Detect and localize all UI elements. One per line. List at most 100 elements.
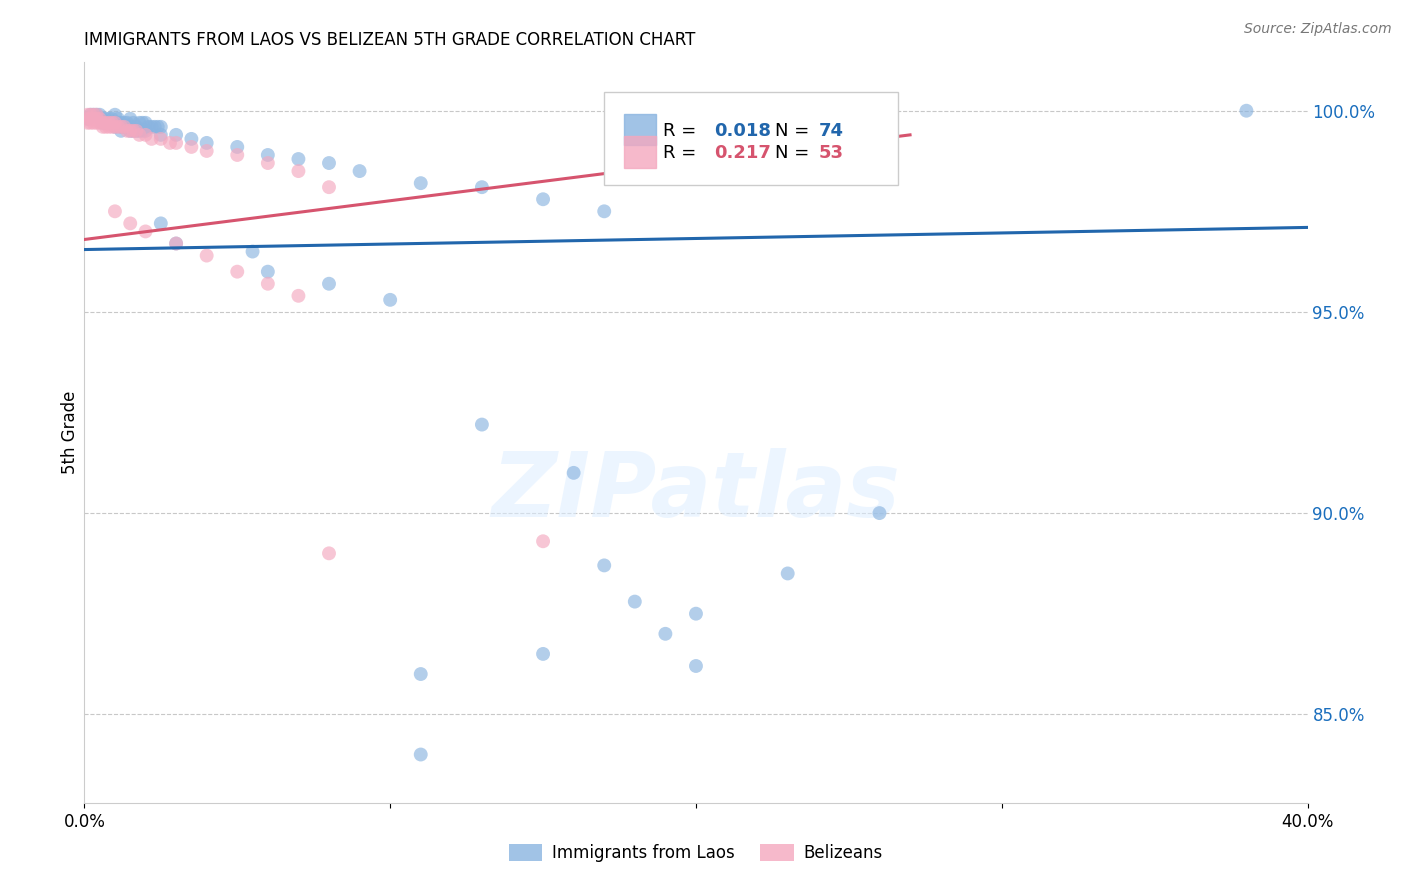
- Point: [149, 128, 172, 142]
- Point: [242, 244, 264, 259]
- Point: [165, 236, 187, 251]
- Point: [128, 116, 150, 130]
- Point: [257, 148, 280, 162]
- Point: [287, 164, 309, 178]
- Point: [471, 417, 494, 432]
- Text: 53: 53: [818, 144, 844, 161]
- Point: [76, 112, 98, 126]
- Point: [79, 112, 101, 126]
- Point: [83, 108, 105, 122]
- Point: [349, 164, 371, 178]
- Point: [86, 116, 108, 130]
- Point: [97, 116, 120, 130]
- Point: [122, 116, 145, 130]
- Point: [101, 116, 124, 130]
- Point: [104, 204, 127, 219]
- Point: [110, 116, 132, 130]
- Point: [531, 647, 554, 661]
- Text: 0.018: 0.018: [714, 121, 772, 139]
- Y-axis label: 5th Grade: 5th Grade: [60, 391, 79, 475]
- Point: [94, 116, 117, 130]
- Point: [146, 120, 169, 134]
- Point: [97, 116, 120, 130]
- Point: [94, 120, 117, 134]
- Point: [141, 120, 163, 134]
- Point: [226, 140, 249, 154]
- FancyBboxPatch shape: [624, 136, 655, 168]
- Point: [531, 534, 554, 549]
- Point: [76, 108, 98, 122]
- Point: [110, 120, 132, 134]
- Point: [318, 180, 340, 194]
- Point: [180, 132, 202, 146]
- Point: [83, 112, 105, 126]
- Point: [135, 116, 157, 130]
- Point: [287, 289, 309, 303]
- Point: [195, 144, 218, 158]
- Point: [125, 124, 148, 138]
- Point: [131, 116, 153, 130]
- Point: [593, 204, 616, 219]
- Point: [91, 116, 114, 130]
- Point: [101, 120, 124, 134]
- Point: [120, 120, 142, 134]
- Point: [138, 120, 160, 134]
- Point: [120, 216, 142, 230]
- Point: [141, 132, 163, 146]
- Text: R =: R =: [664, 144, 702, 161]
- Point: [654, 627, 676, 641]
- Point: [165, 236, 187, 251]
- Point: [110, 124, 132, 138]
- Text: 0.217: 0.217: [714, 144, 772, 161]
- Point: [104, 120, 127, 134]
- Point: [180, 140, 202, 154]
- Point: [131, 124, 153, 138]
- Text: N =: N =: [776, 121, 815, 139]
- Point: [380, 293, 402, 307]
- Point: [226, 265, 249, 279]
- Point: [776, 566, 799, 581]
- Point: [91, 116, 114, 130]
- Point: [143, 120, 166, 134]
- Text: IMMIGRANTS FROM LAOS VS BELIZEAN 5TH GRADE CORRELATION CHART: IMMIGRANTS FROM LAOS VS BELIZEAN 5TH GRA…: [84, 31, 696, 49]
- FancyBboxPatch shape: [605, 92, 898, 185]
- Point: [135, 128, 157, 142]
- Point: [76, 116, 98, 130]
- Point: [89, 108, 111, 122]
- Point: [115, 116, 138, 130]
- Text: R =: R =: [664, 121, 702, 139]
- Point: [125, 120, 148, 134]
- Point: [685, 659, 707, 673]
- Point: [97, 120, 120, 134]
- Point: [104, 120, 127, 134]
- Point: [135, 224, 157, 238]
- Point: [89, 112, 111, 126]
- Point: [318, 156, 340, 170]
- Point: [120, 124, 142, 138]
- Point: [101, 116, 124, 130]
- FancyBboxPatch shape: [624, 114, 655, 145]
- Point: [115, 124, 138, 138]
- Point: [104, 116, 127, 130]
- Point: [593, 558, 616, 573]
- Point: [107, 112, 129, 126]
- Point: [409, 747, 432, 762]
- Point: [135, 124, 157, 138]
- Point: [125, 124, 148, 138]
- Point: [531, 192, 554, 206]
- Point: [195, 249, 218, 263]
- Point: [257, 156, 280, 170]
- Point: [112, 120, 135, 134]
- Point: [471, 180, 494, 194]
- Legend: Immigrants from Laos, Belizeans: Immigrants from Laos, Belizeans: [502, 837, 890, 869]
- Point: [89, 116, 111, 130]
- Point: [195, 136, 218, 150]
- Point: [86, 112, 108, 126]
- Point: [120, 112, 142, 126]
- Point: [91, 120, 114, 134]
- Point: [159, 136, 181, 150]
- Point: [79, 108, 101, 122]
- Point: [76, 112, 98, 126]
- Point: [165, 136, 187, 150]
- Point: [257, 277, 280, 291]
